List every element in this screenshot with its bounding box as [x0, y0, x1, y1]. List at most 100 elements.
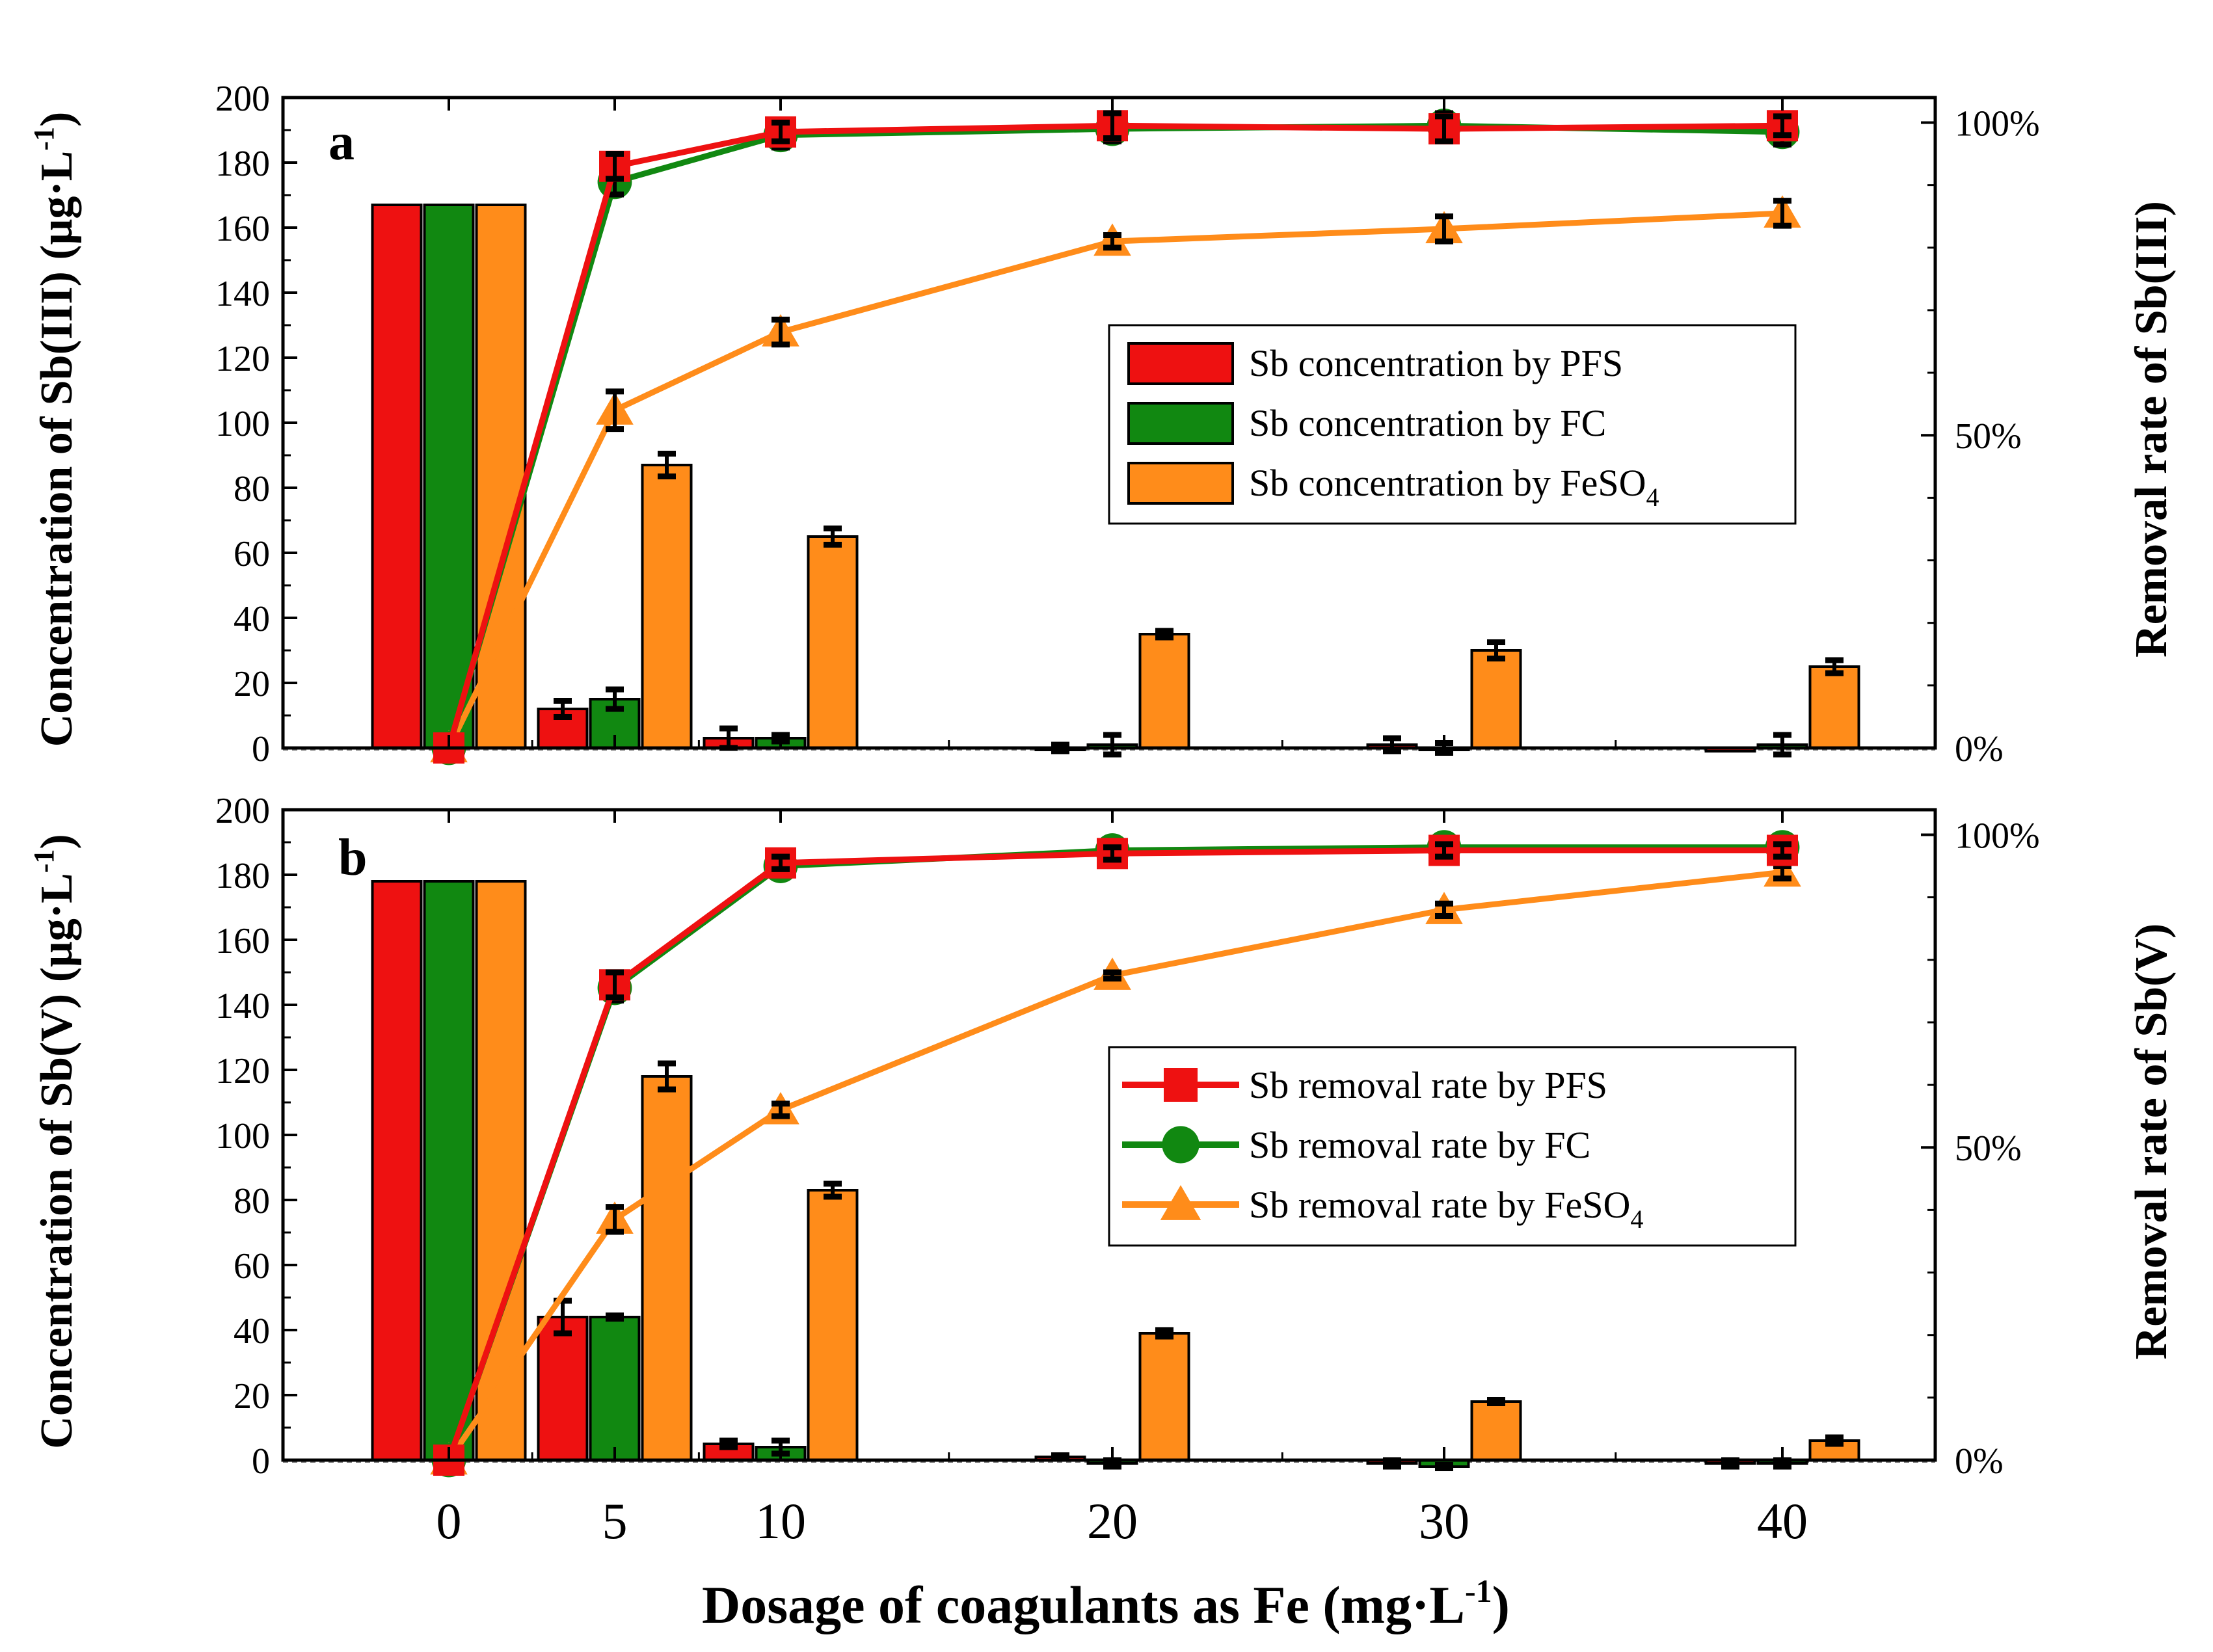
panel-b-bar-error-feso4-40: [1825, 1434, 1844, 1447]
panel-a-ytick-label-160: 160: [215, 209, 270, 249]
panel-a-left-axis-title-end: ): [32, 112, 82, 127]
panel-a-right-axis-title: Removal rate of Sb(III): [2126, 201, 2177, 658]
panel-b-rtick-label-0: 0%: [1955, 1441, 2004, 1482]
panel-b-ytick-label-200: 200: [215, 791, 270, 831]
panel-b-line-feso4: [446, 869, 1783, 1462]
panel-b-left-axis-title-sup: -1: [28, 849, 60, 873]
x-tick-label-0: 0: [436, 1493, 462, 1549]
panel-b-point-error-feso4-20: [1103, 969, 1121, 982]
panel-a-point-error-feso4-20: [1103, 232, 1121, 251]
panel-b-chart: 0 20 40 60 80 100 120 140 160 180 200 0% 50% 100% 0 5 10…: [28, 791, 2177, 1549]
panel-a-bar-pfs-0: [371, 204, 423, 749]
panel-a-point-error-pfs-10: [771, 119, 790, 144]
panel-a-bar-error-feso4-40: [1825, 657, 1844, 676]
panel-a-chart: 0 20 40 60 80 100 120 140 160 180 200 0% 50% 100% a Con…: [28, 79, 2177, 769]
panel-b-point-error-pfs-10: [771, 853, 790, 872]
x-axis-title-main: Dosage of coagulants as Fe (mg·L: [702, 1575, 1465, 1634]
panel-a-point-error-pfs-40: [1773, 113, 1791, 139]
panel-a-legend-text-main-feso4: Sb concentration by FeSO: [1249, 462, 1646, 504]
panel-b-label: b: [338, 829, 368, 886]
panel-a-bar-feso4-0: [475, 204, 527, 749]
panel-b-left-axis-title-end: ): [32, 834, 82, 849]
panel-a-bar-feso4-5: [641, 464, 693, 749]
panel-a-point-error-pfs-5: [606, 151, 624, 182]
panel-b-ytick-label-40: 40: [234, 1311, 270, 1352]
panel-a-legend-item-feso4: Sb concentration by FeSO4: [1127, 462, 1659, 512]
panel-a-bars-pfs: [371, 204, 1756, 754]
panel-b-legend-text-main-feso4: Sb removal rate by FeSO: [1249, 1184, 1630, 1226]
panel-b-bar-feso4-10: [807, 1189, 859, 1461]
x-axis-title-sup: -1: [1465, 1573, 1492, 1609]
panel-a-left-axis-title: Concentration of Sb(III) (μg·L-1): [28, 112, 82, 747]
panel-b-point-error-pfs-20: [1103, 844, 1121, 863]
panel-a-legend-text-main-pfs: Sb concentration by PFS: [1249, 342, 1623, 384]
x-tick-label-5: 5: [602, 1493, 628, 1549]
panel-b-ytick-label-140: 140: [215, 986, 270, 1026]
panel-b-legend: Sb removal rate by PFS Sb removal rate by…: [1108, 1046, 1797, 1247]
panel-b-bar-pfs-5: [537, 1316, 589, 1461]
panel-a-bar-feso4-30: [1470, 649, 1522, 749]
x-tick-label-40: 40: [1757, 1493, 1808, 1549]
panel-a-ytick-label-40: 40: [234, 599, 270, 639]
panel-a-ytick-label-60: 60: [234, 534, 270, 574]
panel-b-bar-error-fc-5: [606, 1312, 624, 1322]
panel-a-ytick-label-180: 180: [215, 144, 270, 184]
panel-b-ytick-label-80: 80: [234, 1181, 270, 1221]
panel-b-legend-item-pfs: Sb removal rate by PFS: [1122, 1064, 1607, 1106]
panel-b-bar-feso4-0: [475, 880, 527, 1461]
panel-b-rtick-label-0.5: 50%: [1955, 1128, 2022, 1169]
panel-b-legend-text-pfs: Sb removal rate by PFS: [1249, 1064, 1607, 1106]
panel-b-point-error-pfs-40: [1773, 841, 1791, 860]
panel-b-ytick-label-120: 120: [215, 1051, 270, 1091]
panel-a-legend-text-fc: Sb concentration by FC: [1249, 402, 1606, 444]
panel-b-point-error-feso4-30: [1435, 900, 1453, 919]
panel-b-legend-text-main-fc: Sb removal rate by FC: [1249, 1124, 1590, 1166]
panel-a-line-pfs: [446, 122, 1783, 749]
panel-a-legend-text-main-fc: Sb concentration by FC: [1249, 402, 1606, 444]
panel-b-point-error-feso4-5: [606, 1204, 624, 1235]
panel-b-right-axis-title: Removal rate of Sb(V): [2126, 924, 2177, 1360]
panel-a-ytick-label-120: 120: [215, 339, 270, 379]
panel-b-legend-text-sub-feso4: 4: [1630, 1205, 1643, 1234]
panel-a-right-y-axis: 0% 50% 100%: [1921, 103, 2040, 769]
panel-a-bar-feso4-10: [807, 535, 859, 749]
panel-a-bar-fc-0: [423, 204, 475, 749]
panel-a-point-error-pfs-20: [1103, 110, 1121, 141]
panel-a-left-axis-title-main: Concentration of Sb(III) (μg·L: [32, 151, 82, 747]
panel-b-bar-fc-5: [589, 1316, 641, 1461]
panel-a-left-axis-title-sup: -1: [28, 127, 60, 151]
panel-b-bar-feso4-30: [1470, 1400, 1522, 1461]
panel-a-bar-error-pfs-5: [554, 698, 572, 720]
panel-a-rtick-label-1: 100%: [1955, 103, 2040, 144]
panel-a-point-error-feso4-5: [606, 388, 624, 433]
panel-a-legend-swatch-feso4: [1127, 462, 1234, 505]
panel-a-legend: Sb concentration by PFS Sb concentration …: [1108, 324, 1797, 525]
panel-b-right-y-axis: 0% 50% 100%: [1921, 816, 2040, 1482]
panel-b-legend-marker-fc: [1162, 1126, 1200, 1164]
panel-a-legend-swatch-fc: [1127, 402, 1234, 445]
panel-b-point-error-feso4-10: [771, 1100, 790, 1119]
panel-b-x-axis: 0 5 10 20 30 40: [436, 810, 1808, 1549]
panel-b-point-error-pfs-30: [1435, 841, 1453, 860]
panel-a-legend-text-pfs: Sb concentration by PFS: [1249, 342, 1623, 384]
panel-a-bar-feso4-40: [1808, 665, 1860, 749]
panel-b-ytick-label-60: 60: [234, 1246, 270, 1286]
panel-a-legend-item-pfs: Sb concentration by PFS: [1127, 342, 1623, 385]
panel-b-bar-error-feso4-5: [658, 1060, 676, 1093]
panel-b-left-axis-title-main: Concentration of Sb(V) (μg·L: [32, 873, 82, 1449]
panel-b-left-axis-title: Concentration of Sb(V) (μg·L-1): [28, 834, 82, 1448]
panel-b-bar-feso4-20: [1138, 1332, 1190, 1461]
panel-b-point-error-feso4-40: [1773, 863, 1791, 882]
panel-a-left-y-axis: 0 20 40 60 80 100 120 140 160 180 200: [215, 79, 297, 769]
panel-b-line-pfs: [446, 847, 1782, 1461]
panel-b-bar-error-fc-30: [1435, 1462, 1453, 1471]
panel-a-legend-item-fc: Sb concentration by FC: [1127, 402, 1606, 445]
x-tick-label-20: 20: [1087, 1493, 1138, 1549]
panel-a-ytick-label-0: 0: [252, 729, 270, 769]
x-tick-label-30: 30: [1419, 1493, 1469, 1549]
panel-a-bar-error-feso4-5: [658, 451, 676, 479]
panel-a-bar-error-feso4-10: [824, 526, 842, 548]
panel-a-point-error-feso4-30: [1435, 213, 1453, 245]
panel-b-legend-marker-feso4: [1160, 1185, 1201, 1220]
x-tick-label-10: 10: [755, 1493, 806, 1549]
